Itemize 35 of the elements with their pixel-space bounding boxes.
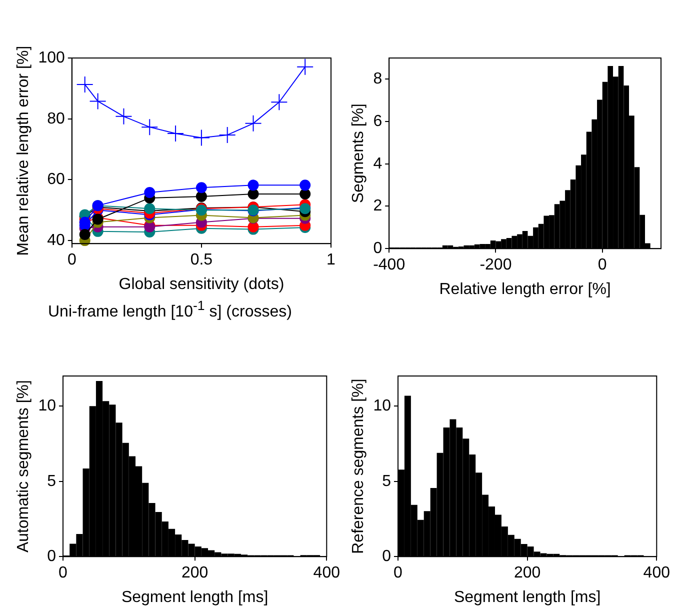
y-axis-title: Mean relative length error [%] <box>15 46 32 256</box>
x-tick-label: 0 <box>67 252 76 269</box>
x-tick-label: 400 <box>643 564 670 582</box>
y-axis-title: Automatic segments [%] <box>15 380 32 553</box>
x-axis-title: Segment length [ms] <box>454 588 601 606</box>
x-tick-label: -400 <box>373 256 406 274</box>
y-tick-label: 10 <box>373 398 392 415</box>
y-axis-title: Segments [%] <box>350 103 368 204</box>
y-tick-label: 0 <box>373 240 382 258</box>
x-tick-label: 200 <box>181 564 208 582</box>
y-tick-label: 0 <box>47 548 56 566</box>
y-tick-label: 100 <box>38 49 65 66</box>
x-tick-label: 0 <box>394 564 403 582</box>
y-tick-label: 2 <box>373 198 382 215</box>
y-tick-label: 5 <box>382 472 392 490</box>
y-tick-label: 5 <box>47 472 56 490</box>
y-tick-label: 6 <box>373 112 382 130</box>
x-tick-label: 200 <box>514 564 541 582</box>
x-axis-title: Relative length error [%] <box>439 280 611 298</box>
x-axis-title: Segment length [ms] <box>121 588 268 606</box>
x-tick-label: -200 <box>480 256 512 274</box>
y-tick-label: 0 <box>382 548 392 566</box>
x-tick-label: 1 <box>326 252 336 269</box>
y-tick-label: 40 <box>47 232 65 249</box>
y-tick-label: 80 <box>47 110 65 128</box>
y-tick-label: 60 <box>47 171 65 188</box>
y-tick-label: 8 <box>373 70 382 88</box>
x-axis-title: Global sensitivity (dots) <box>118 276 284 293</box>
x-tick-label: 0 <box>598 256 607 274</box>
y-tick-label: 10 <box>38 398 56 415</box>
x-tick-label: 400 <box>313 564 340 582</box>
y-axis-title: Reference segments [%] <box>350 378 368 554</box>
x-tick-label: 0.5 <box>190 252 213 269</box>
y-tick-label: 4 <box>373 155 382 172</box>
text: Uni-frame length [10$^{-1}$ s] (crosses) <box>47 298 293 322</box>
